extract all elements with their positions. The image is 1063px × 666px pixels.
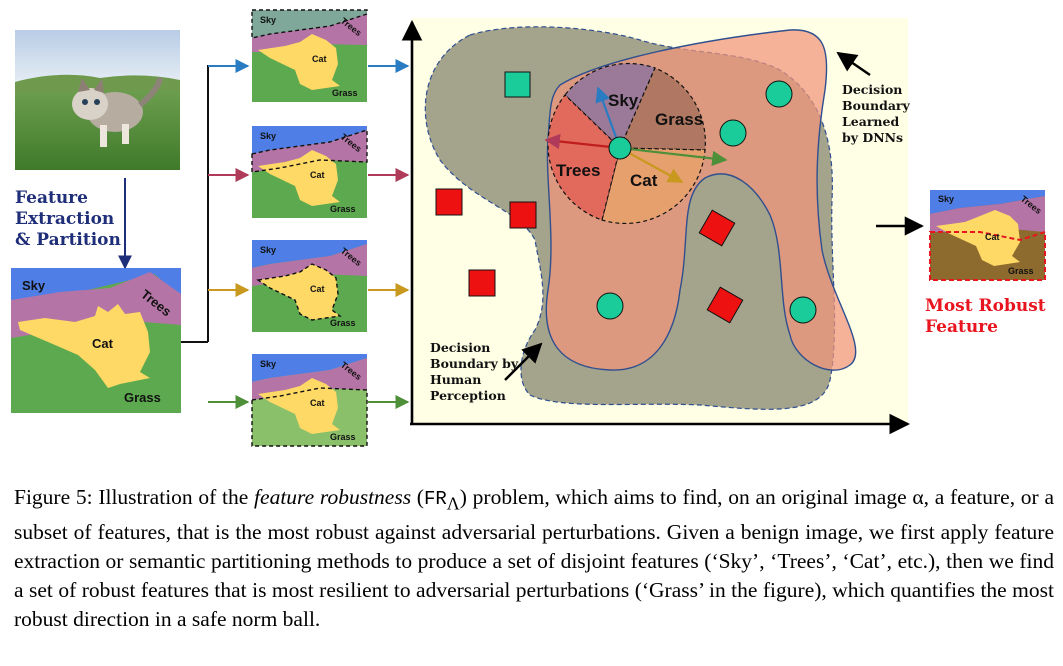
class-circle <box>719 119 747 147</box>
sector-sky <box>564 62 656 150</box>
sector-cat <box>601 147 706 225</box>
caption-emphasis: feature robustness <box>254 485 412 509</box>
mini-partition-sky: Sky Trees Cat Grass <box>251 9 368 102</box>
sector-trees-label: Trees <box>556 161 600 180</box>
sector-cat-label: Cat <box>630 171 658 190</box>
result-partition: Sky Trees Cat Grass <box>929 190 1046 281</box>
mini2-cat-label: Cat <box>310 170 325 180</box>
note-line: Decision <box>842 82 903 97</box>
result-sky-label: Sky <box>938 194 954 204</box>
class-square <box>435 188 463 216</box>
sector-grass-label: Grass <box>655 110 703 129</box>
note-line: Learned <box>842 114 900 129</box>
class-circle <box>765 80 793 108</box>
mini-partition-trees: Sky Trees Cat Grass <box>251 126 368 218</box>
mini-partition-grass: Sky Trees Cat Grass <box>251 354 368 447</box>
class-circle <box>789 296 817 324</box>
class-circle <box>596 292 624 320</box>
mini-partition-cat: Sky Trees Cat Grass <box>252 240 367 332</box>
mini1-sky-label: Sky <box>260 15 276 25</box>
mini4-grass-label: Grass <box>330 432 356 442</box>
caption-symbol: FR <box>423 488 447 510</box>
note-line: Human <box>430 372 482 387</box>
figure: Sky Trees Cat Grass <box>11 9 1060 447</box>
big-cat-label: Cat <box>92 336 114 351</box>
mini3-sky-label: Sky <box>260 245 276 255</box>
mini4-cat-label: Cat <box>310 398 325 408</box>
mini4-sky-label: Sky <box>260 359 276 369</box>
note-line: Boundary <box>842 98 910 113</box>
most-robust-feature-label: Most Robust Feature <box>925 296 1060 338</box>
branch-connectors <box>181 59 410 409</box>
caption-text: Figure 5: Illustration of the <box>14 485 255 509</box>
caption-text: ( <box>411 485 424 509</box>
dnn-boundary-note: Decision Boundary Learned by DNNs <box>842 82 910 146</box>
class-square <box>706 286 744 324</box>
class-square <box>468 269 496 297</box>
fe-line: Extraction <box>15 209 115 229</box>
human-boundary-note: Decision Boundary by Human Perception <box>430 340 518 404</box>
note-line: Perception <box>430 388 506 403</box>
cat-photo <box>15 30 180 170</box>
sector-trees <box>547 94 621 221</box>
partition-image: Sky Trees Cat Grass <box>11 268 181 413</box>
fe-line: & Partition <box>15 230 121 250</box>
result-cat-label: Cat <box>985 232 1000 242</box>
note-line: by DNNs <box>842 130 904 145</box>
result-grass-label: Grass <box>1008 266 1034 276</box>
figure-caption: Figure 5: Illustration of the feature ro… <box>14 483 1054 634</box>
class-square <box>698 209 736 247</box>
class-square <box>509 201 537 229</box>
note-line: Boundary by <box>430 356 519 371</box>
mini1-cat-label: Cat <box>312 54 327 64</box>
sector-sky-label: Sky <box>608 91 639 110</box>
mini2-grass-label: Grass <box>330 204 356 214</box>
feature-space: Sky Grass Trees Cat <box>401 18 911 435</box>
mini3-grass-label: Grass <box>330 318 356 328</box>
mini3-cat-label: Cat <box>310 284 325 294</box>
caption-text: ) problem, which aims to find, on an ori… <box>14 485 1054 632</box>
class-square <box>504 71 531 98</box>
sector-grass <box>619 67 706 151</box>
feature-extraction-label: Feature Extraction & Partition <box>15 188 125 251</box>
big-sky-label: Sky <box>22 278 46 293</box>
mrf-line: Feature <box>925 317 998 337</box>
fe-line: Feature <box>15 188 88 208</box>
figure-graphics: Sky Trees Cat Grass <box>11 9 1046 447</box>
origin-point <box>608 136 632 160</box>
big-grass-label: Grass <box>124 390 161 405</box>
note-line: Decision <box>430 340 491 355</box>
mini2-sky-label: Sky <box>260 131 276 141</box>
mrf-line: Most Robust <box>925 296 1046 316</box>
caption-subscript: Λ <box>446 493 460 514</box>
mini1-grass-label: Grass <box>332 88 358 98</box>
